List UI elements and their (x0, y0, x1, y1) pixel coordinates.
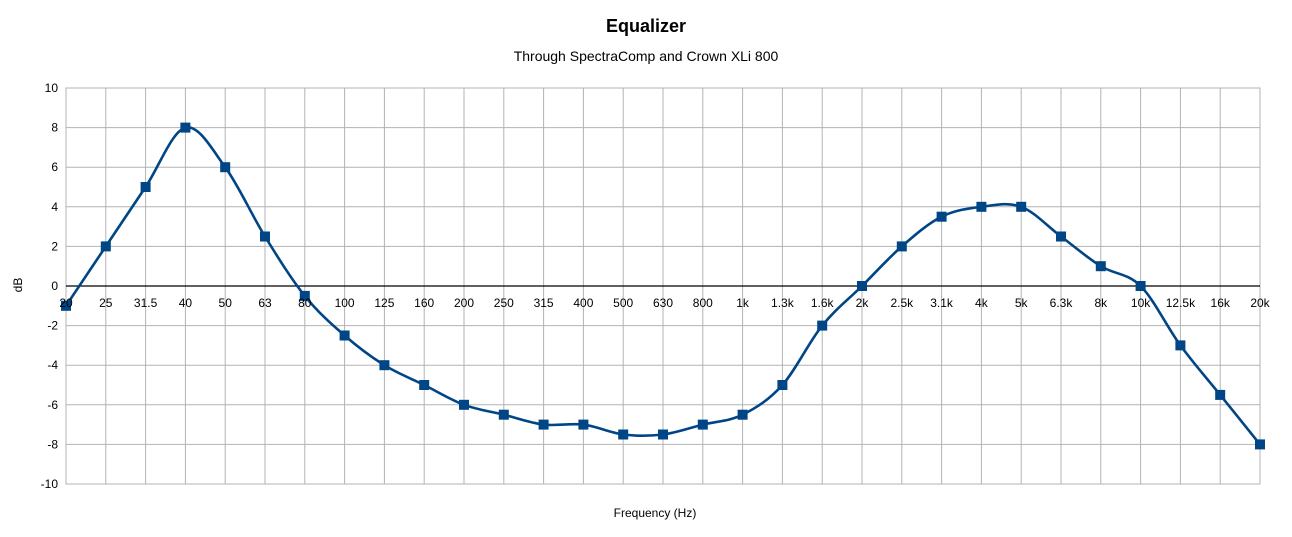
series (61, 122, 1265, 450)
data-point-marker (1135, 281, 1146, 291)
y-axis-title: dB (11, 278, 25, 293)
x-tick-label: 400 (573, 296, 593, 310)
x-tick-label: 80 (298, 296, 312, 310)
y-tick-label: -4 (47, 358, 58, 372)
tick-labels: -10 -8 -6 -4 -2 0 2 4 6 8 10 20 25 31.5 40 50 63 80 100 125… (41, 81, 1271, 491)
x-tick-label: 800 (693, 296, 713, 310)
data-point-marker (1095, 261, 1106, 272)
y-tick-label: 4 (51, 200, 58, 214)
y-tick-label: 2 (51, 239, 58, 253)
data-point-marker (737, 409, 748, 420)
data-point-marker (379, 360, 390, 371)
data-point-marker (817, 320, 828, 331)
data-point-marker (1175, 340, 1186, 351)
x-tick-label: 31.5 (134, 296, 158, 310)
data-point-marker (299, 290, 310, 301)
x-tick-label: 1.3k (771, 296, 795, 310)
x-tick-label: 1.6k (811, 296, 835, 310)
x-tick-label: 6.3k (1050, 296, 1074, 310)
x-tick-label: 2.5k (890, 296, 914, 310)
x-tick-label: 8k (1094, 296, 1108, 310)
data-point-marker (857, 281, 867, 291)
x-tick-label: 16k (1211, 296, 1231, 310)
data-point-marker (1016, 201, 1027, 212)
x-tick-label: 125 (374, 296, 394, 310)
chart-subtitle: Through SpectraComp and Crown XLi 800 (513, 48, 779, 64)
x-tick-label: 160 (414, 296, 434, 310)
y-tick-label: 6 (51, 160, 58, 174)
x-tick-label: 12.5k (1166, 296, 1196, 310)
data-point-marker (777, 380, 788, 390)
data-point-marker (140, 182, 151, 192)
y-tick-label: -6 (47, 398, 58, 412)
data-point-marker (976, 201, 987, 212)
x-tick-label: 5k (1015, 296, 1029, 310)
x-tick-label: 10k (1131, 296, 1151, 310)
data-point-marker (578, 419, 589, 430)
x-tick-label: 250 (494, 296, 514, 310)
x-tick-label: 20 (59, 296, 73, 310)
data-point-marker (1215, 389, 1226, 400)
data-point-marker (419, 380, 430, 390)
x-tick-label: 50 (219, 296, 233, 310)
x-tick-label: 63 (258, 296, 272, 310)
data-point-marker (61, 300, 71, 311)
data-point-marker (538, 419, 549, 430)
data-point-marker (260, 231, 270, 242)
y-tick-label: 10 (45, 81, 59, 95)
data-point-marker (459, 399, 469, 410)
x-tick-label: 20k (1250, 296, 1270, 310)
y-tick-label: -8 (47, 437, 58, 451)
x-tick-label: 40 (179, 296, 193, 310)
x-tick-label: 25 (99, 296, 113, 310)
x-tick-label: 200 (454, 296, 474, 310)
x-tick-label: 1k (736, 296, 750, 310)
data-point-marker (498, 409, 509, 420)
x-tick-label: 315 (534, 296, 554, 310)
y-tick-label: -10 (41, 477, 59, 491)
axes (65, 87, 1261, 485)
x-tick-label: 630 (653, 296, 673, 310)
data-point-marker (896, 241, 907, 252)
x-axis-title: Frequency (Hz) (614, 506, 697, 520)
data-point-marker (180, 122, 191, 133)
x-tick-label: 4k (975, 296, 989, 310)
data-point-marker (1255, 439, 1265, 450)
y-tick-label: 0 (51, 279, 58, 293)
y-tick-label: 8 (51, 121, 58, 135)
data-point-marker (658, 429, 668, 440)
x-tick-label: 100 (335, 296, 355, 310)
data-point-marker (100, 241, 111, 252)
x-tick-label: 500 (613, 296, 633, 310)
y-tick-label: -2 (47, 319, 58, 333)
x-tick-label: 2k (856, 296, 870, 310)
data-point-marker (220, 162, 231, 173)
chart-title: Equalizer (605, 16, 687, 36)
data-point-marker (618, 429, 629, 440)
data-point-marker (339, 330, 350, 341)
data-point-marker (697, 419, 708, 430)
x-tick-label: 3.1k (930, 296, 954, 310)
data-point-marker (1056, 231, 1066, 242)
data-point-marker (936, 211, 947, 222)
